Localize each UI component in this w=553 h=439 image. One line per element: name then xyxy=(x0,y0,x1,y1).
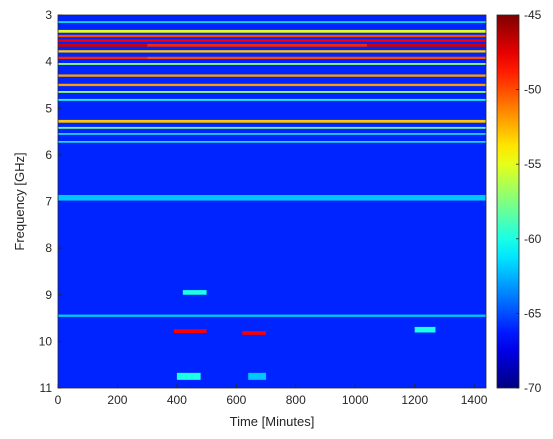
heatmap-band xyxy=(58,63,486,65)
heatmap-band xyxy=(58,34,486,38)
y-tick-label: 9 xyxy=(45,288,52,302)
colorbar-tick-label: -70 xyxy=(524,381,542,395)
x-axis-label: Time [Minutes] xyxy=(230,414,315,429)
colorbar-gradient xyxy=(496,14,520,389)
heatmap-band xyxy=(58,98,486,101)
y-tick-label: 8 xyxy=(45,241,52,255)
heatmap-band xyxy=(58,90,486,93)
heatmap-band xyxy=(58,314,486,317)
heatmap-band xyxy=(58,43,148,47)
x-tick-label: 1400 xyxy=(461,393,488,407)
heatmap-band xyxy=(58,74,486,77)
x-tick-label: 400 xyxy=(167,393,187,407)
x-tick-label: 1200 xyxy=(401,393,428,407)
heatmap-burst xyxy=(248,372,267,380)
plot-area xyxy=(58,15,486,388)
colorbar xyxy=(496,14,520,389)
heatmap-burst xyxy=(182,290,207,295)
y-tick-label: 10 xyxy=(39,334,53,348)
heatmap-band xyxy=(58,119,486,123)
heatmap-band xyxy=(58,56,148,60)
x-tick-label: 1000 xyxy=(342,393,369,407)
x-tick-label: 0 xyxy=(55,393,62,407)
heatmap-band xyxy=(58,21,486,23)
y-tick-label: 4 xyxy=(45,55,52,69)
heatmap-band xyxy=(58,141,486,143)
x-tick-label: 200 xyxy=(107,393,127,407)
heatmap-band xyxy=(58,126,486,129)
x-axis-ticks: 0 200 400 600 800 1000 1200 1400 xyxy=(55,384,488,407)
heatmap-burst xyxy=(242,331,267,335)
colorbar-ticks: -45 -50 -55 -60 -65 -70 xyxy=(516,8,542,395)
y-axis-ticks: 3 4 5 6 7 8 9 10 11 xyxy=(39,8,62,395)
colorbar-tick-label: -60 xyxy=(524,232,542,246)
heatmap-band xyxy=(147,43,368,47)
heatmap-burst xyxy=(176,372,201,380)
heatmap-band xyxy=(367,43,486,47)
colorbar-tick-label: -45 xyxy=(524,8,542,22)
heatmap-band xyxy=(58,50,486,53)
heatmap-background xyxy=(58,15,486,388)
y-tick-label: 11 xyxy=(40,381,53,395)
x-tick-label: 600 xyxy=(226,393,246,407)
x-tick-label: 800 xyxy=(286,393,306,407)
colorbar-tick-label: -55 xyxy=(524,157,542,171)
heatmap-band xyxy=(58,133,486,135)
heatmap-band xyxy=(58,83,486,87)
heatmap-burst xyxy=(414,326,436,333)
heatmap-band xyxy=(58,39,486,42)
y-tick-label: 3 xyxy=(45,8,52,22)
y-tick-label: 7 xyxy=(45,195,52,209)
colorbar-tick-label: -50 xyxy=(524,83,542,97)
y-tick-label: 6 xyxy=(45,148,52,162)
y-tick-label: 5 xyxy=(45,101,52,115)
heatmap-band xyxy=(58,29,486,33)
heatmap-band xyxy=(58,194,486,201)
colorbar-tick-label: -65 xyxy=(524,306,542,320)
y-axis-label: Frequency [GHz] xyxy=(12,152,27,250)
heatmap-band xyxy=(147,56,486,60)
heatmap-burst xyxy=(173,329,207,333)
